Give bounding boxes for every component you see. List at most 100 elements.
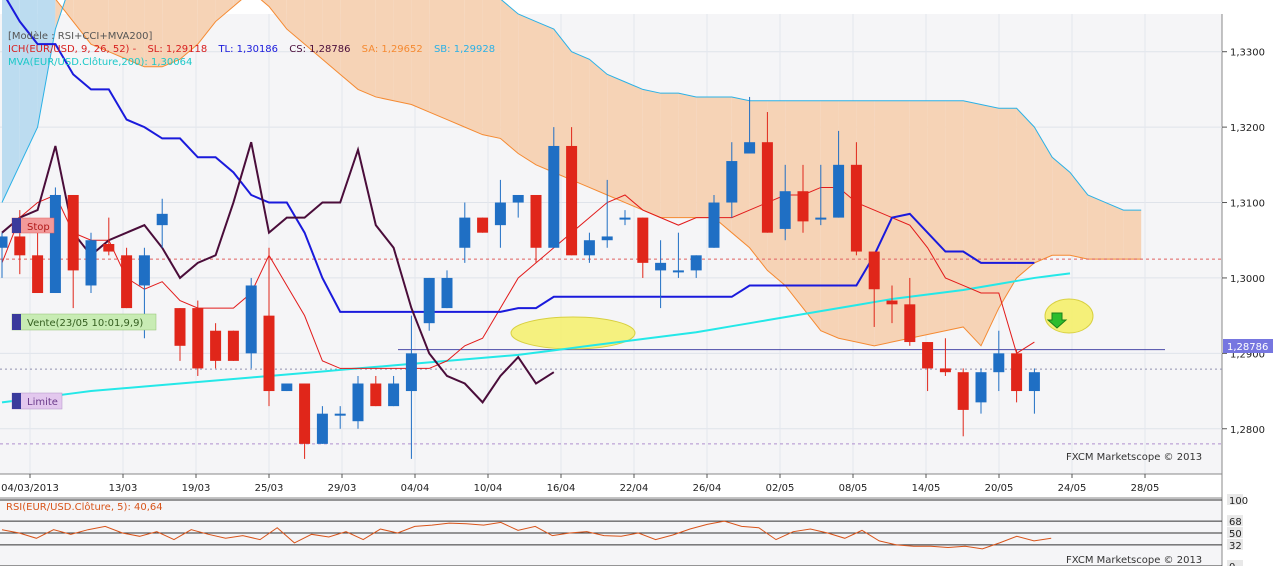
candle-body: [85, 240, 97, 286]
candle: [868, 251, 880, 327]
x-tick-label: 19/03: [182, 483, 211, 494]
candle: [993, 330, 1005, 392]
candle: [281, 383, 293, 392]
cloud-segment: [73, 0, 91, 45]
candle: [939, 338, 951, 376]
candle-body: [690, 255, 702, 271]
rsi-title: RSI(EUR/USD.Clôture, 5): 40,64: [6, 501, 163, 513]
candle: [299, 383, 311, 459]
candle: [405, 315, 417, 459]
x-tick-label: 22/04: [620, 483, 649, 494]
x-axis: 04/03/2013 13/03 19/03 25/03 29/03 04/04 10/04…: [0, 473, 1222, 494]
candle: [32, 232, 44, 294]
candle-body: [32, 255, 44, 294]
highlight-ellipse-crossover: [510, 316, 636, 350]
candle: [85, 232, 97, 294]
candle: [761, 112, 773, 233]
cloud-segment: [126, 0, 145, 67]
candle: [245, 277, 257, 369]
cloud-segment: [215, 0, 234, 22]
candle: [263, 247, 275, 407]
x-tick-label: 04/04: [401, 483, 430, 494]
candle-body: [49, 194, 61, 294]
candle-body: [761, 142, 773, 233]
rsi-tick-bg: [1227, 494, 1243, 505]
cloud-segment: [144, 0, 163, 67]
current-price-tag: 1,28786: [1223, 339, 1273, 353]
candle-body: [744, 142, 756, 154]
cloud-segment: [1123, 210, 1142, 260]
cloud-segment: [607, 74, 625, 203]
x-tick-label: 10/04: [474, 483, 503, 494]
candle-body: [655, 262, 667, 271]
cloud-segment: [358, 0, 376, 97]
sell-arrow-icon[interactable]: [1046, 312, 1068, 329]
candle-body: [494, 202, 506, 226]
candle-body: [957, 372, 969, 410]
ichimoku-cs: CS: 1,28786: [289, 44, 350, 55]
cloud-segment: [500, 0, 519, 154]
candle: [922, 342, 934, 392]
cloud-segment: [696, 96, 714, 218]
candle: [121, 247, 133, 309]
candle: [975, 368, 987, 414]
cloud-segment: [447, 0, 465, 128]
x-tick-label: 25/03: [255, 483, 284, 494]
cloud-segment: [375, 0, 394, 101]
cloud-segment: [261, 0, 269, 7]
candle: [672, 232, 684, 278]
cloud-segment: [536, 21, 554, 173]
candle: [655, 240, 667, 309]
vente-label[interactable]: Vente(23/05 10:01,9,9): [11, 313, 157, 331]
limite-label-text: Limite: [27, 397, 58, 408]
candle-body: [0, 236, 8, 248]
stop-label[interactable]: Stop: [11, 217, 55, 234]
candle-body: [530, 194, 542, 248]
candle-body: [14, 236, 26, 256]
candle-body: [121, 255, 133, 309]
watermark-main: FXCM Marketscope © 2013: [1066, 452, 1202, 463]
candle: [904, 277, 916, 346]
vente-label-text: Vente(23/05 10:01,9,9): [27, 318, 143, 329]
cloud-segment: [411, 0, 430, 113]
candle: [370, 375, 382, 407]
x-tick-label: 16/04: [547, 483, 576, 494]
candle: [103, 217, 115, 256]
cloud-segment: [269, 0, 287, 30]
cloud-segment: [927, 100, 946, 335]
cloud-segment: [1016, 108, 1035, 278]
candle-body: [227, 330, 239, 361]
candle-body: [138, 255, 150, 286]
candle-body: [672, 270, 684, 273]
candle: [566, 127, 578, 256]
cloud-segment: [1052, 157, 1070, 256]
rsi-tick-label: 50: [1229, 529, 1242, 540]
candle-body: [459, 217, 471, 248]
order-levels: [0, 258, 1222, 445]
candle: [316, 406, 328, 444]
candle-body: [797, 191, 809, 222]
candle: [156, 198, 168, 248]
cloud-segment: [322, 0, 341, 75]
candle-body: [388, 383, 400, 407]
x-tick-label: 28/05: [1131, 483, 1160, 494]
limite-label[interactable]: Limite: [11, 392, 63, 410]
candle: [886, 285, 898, 324]
cloud-segment: [518, 14, 536, 165]
cloud-segment: [180, 0, 198, 60]
candle: [192, 300, 204, 376]
cloud-segment: [19, 0, 38, 165]
candle: [0, 232, 8, 278]
candle-body: [281, 383, 293, 392]
cloud-segment: [660, 93, 679, 218]
candle-body: [103, 244, 115, 252]
candle-body: [922, 342, 934, 369]
y-tick-label: 1,2900: [1230, 349, 1265, 360]
candle: [352, 375, 364, 429]
candle-body: [245, 285, 257, 354]
candle-body: [868, 251, 880, 290]
stop-label-text: Stop: [27, 222, 50, 233]
cloud-segment: [2, 0, 20, 203]
candle: [530, 194, 542, 263]
